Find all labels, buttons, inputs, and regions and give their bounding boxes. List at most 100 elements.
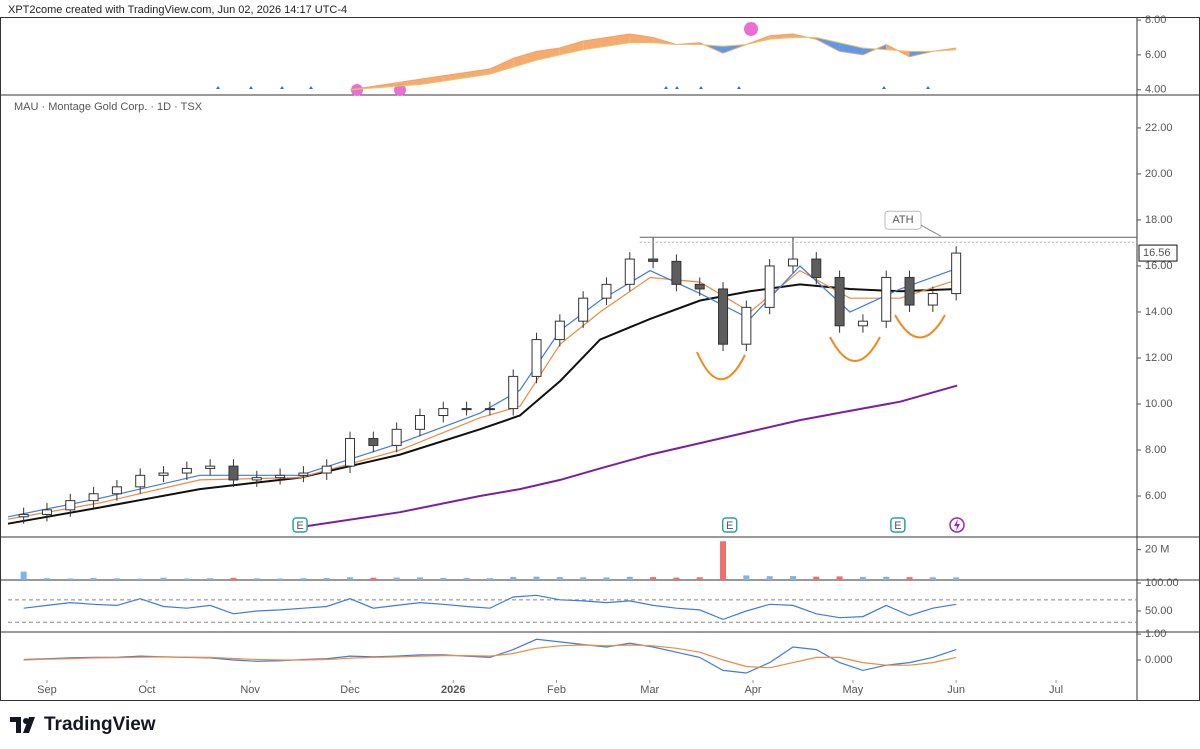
- earnings-marker: [721, 517, 738, 533]
- volume-bar: [137, 578, 144, 580]
- candle-body: [391, 428, 402, 446]
- volume-bar: [789, 576, 796, 580]
- candle-body: [741, 306, 752, 345]
- volume-bar: [207, 578, 214, 580]
- header-text: XPT2come created with TradingView.com, J…: [8, 4, 348, 16]
- y-tick-label: 6.00: [1145, 490, 1166, 502]
- volume-bar: [836, 576, 843, 580]
- candle-body: [88, 493, 99, 502]
- volume-bar: [300, 578, 307, 580]
- volume-bar: [463, 578, 470, 580]
- x-tick-label: May: [843, 684, 864, 696]
- series-line: [23, 594, 957, 621]
- candle-body: [881, 276, 892, 322]
- logo: [10, 717, 35, 733]
- chart: 8.00 6.00 4.00 22.00 20.00 18.00 16.00 14.00 12.…: [0, 14, 1200, 701]
- volume-bar: [696, 577, 703, 580]
- volume-bar: [440, 577, 447, 580]
- x-tick-label: 2026: [441, 684, 465, 696]
- earnings-marker: [292, 517, 308, 533]
- x-tick-label: Jul: [1049, 684, 1063, 696]
- x-tick-label: Oct: [138, 684, 155, 696]
- volume-bar: [929, 577, 936, 580]
- volume-bar: [906, 577, 913, 580]
- fill-band: [443, 72, 467, 82]
- candle-body: [65, 500, 76, 511]
- candle-body: [787, 258, 798, 267]
- ath-pointer: [920, 224, 942, 237]
- candle-body: [18, 513, 29, 518]
- candle-body: [508, 375, 519, 410]
- candle-body: [438, 408, 449, 417]
- ath-label: ATH: [892, 214, 913, 226]
- volume-bar: [720, 541, 727, 580]
- series-line: [349, 33, 957, 91]
- fill-band: [489, 58, 514, 75]
- volume-bar: [813, 576, 820, 580]
- last-price-box: [1138, 244, 1178, 262]
- y-tick-label: 16.00: [1145, 260, 1173, 272]
- ath-label-box: [884, 210, 922, 230]
- x-tick-label: Feb: [547, 684, 566, 696]
- candle-body: [671, 260, 682, 285]
- volume-bar: [510, 576, 517, 580]
- candle-body: [578, 297, 589, 322]
- volume-bar: [650, 577, 657, 580]
- candle-body: [531, 339, 542, 377]
- earnings-label: E: [296, 520, 303, 532]
- candle-body: [927, 293, 938, 306]
- y-tick-label: 100.00: [1145, 577, 1179, 589]
- candle-body: [158, 472, 169, 476]
- frame: [0, 17, 1200, 701]
- volume-bar: [743, 575, 750, 580]
- moving-average: [7, 265, 958, 518]
- volume-bar: [323, 578, 330, 580]
- last-price-label: 16.56: [1143, 247, 1171, 259]
- candle-body: [275, 474, 286, 479]
- moving-average: [7, 283, 958, 525]
- volume-bar: [603, 577, 610, 580]
- series-line: [349, 37, 957, 91]
- volume-bar: [533, 576, 540, 580]
- candle-body: [414, 415, 425, 430]
- volume-bar: [556, 577, 563, 580]
- candle-body: [694, 283, 705, 290]
- candle-body: [181, 467, 192, 474]
- fill-band: [559, 41, 584, 55]
- volume-bar: [486, 578, 493, 580]
- volume-bar: [160, 577, 167, 580]
- candle-body: [857, 320, 868, 327]
- volume-bar: [20, 571, 27, 580]
- volume-bar: [673, 577, 680, 580]
- candle-body: [764, 265, 775, 308]
- x-tick-label: Apr: [744, 684, 761, 696]
- candle-body: [111, 486, 122, 495]
- fill-band: [513, 51, 537, 68]
- candle-body: [205, 465, 216, 469]
- y-tick-label: 8.00: [1145, 14, 1166, 26]
- y-tick-label: 1.00: [1145, 628, 1166, 640]
- volume-bar: [393, 577, 400, 580]
- signal-dots: [351, 22, 758, 96]
- candle-body: [345, 438, 356, 467]
- volume-bar: [67, 578, 74, 580]
- volume-bar: [953, 577, 960, 580]
- candle-body: [951, 252, 962, 295]
- candle-body: [135, 474, 146, 488]
- x-tick-label: Dec: [340, 684, 360, 696]
- earnings-marker: [890, 517, 906, 533]
- volume-bar: [883, 576, 890, 580]
- fill-band: [862, 44, 887, 55]
- candle-body: [41, 509, 52, 515]
- volume-bar: [230, 577, 237, 580]
- y-tick-label: 22.00: [1145, 122, 1173, 134]
- candle-body: [811, 258, 822, 278]
- candle-body: [648, 258, 659, 262]
- candle-body: [718, 288, 729, 345]
- fill-band: [769, 34, 793, 40]
- y-tick-label: 50.00: [1145, 605, 1173, 617]
- x-tick-label: Sep: [37, 684, 57, 696]
- volume-bar: [253, 578, 260, 580]
- x-tick-label: Nov: [240, 684, 260, 696]
